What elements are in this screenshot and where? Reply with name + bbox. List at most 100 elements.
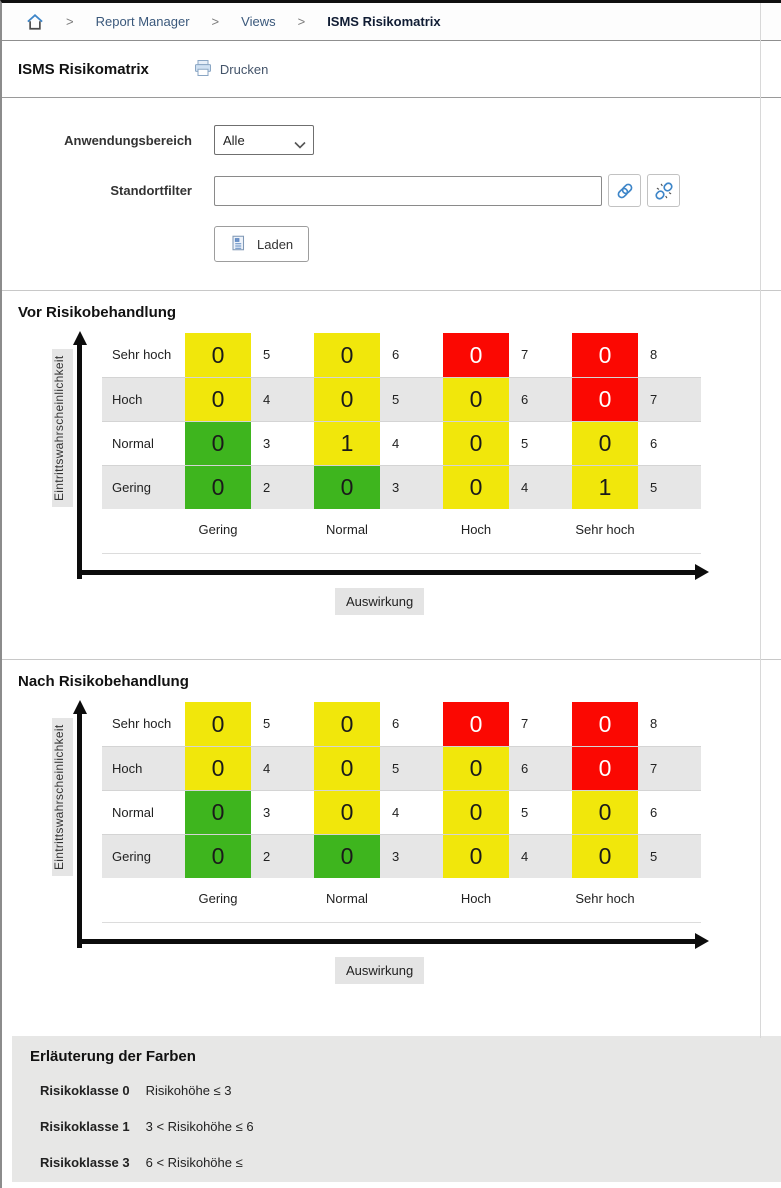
cell-risk-value: 4 <box>263 761 271 776</box>
matrix-row: Sehr hoch 0 5 0 6 0 7 0 8 <box>102 702 701 746</box>
arrow-head <box>695 564 709 580</box>
x-tick-label: Normal <box>326 522 368 537</box>
matrix-grid: Sehr hoch 0 5 0 6 0 7 0 8 Hoch 0 4 0 5 0… <box>102 702 701 923</box>
row-label: Gering <box>112 480 152 495</box>
row-label: Sehr hoch <box>112 347 172 362</box>
matrix-cell: 0 <box>185 835 251 878</box>
matrix-cell: 0 <box>185 791 251 834</box>
breadcrumb-views[interactable]: Views <box>241 14 276 29</box>
tick-spacer <box>102 878 185 920</box>
cell-risk-value: 7 <box>521 716 529 731</box>
scope-select[interactable]: Alle <box>214 125 314 155</box>
legend-class-label: Risikoklasse 3 <box>40 1155 130 1170</box>
matrix-cell: 0 <box>314 702 380 746</box>
matrix-cell: 0 <box>572 702 638 746</box>
matrix-cell: 0 <box>443 333 509 377</box>
legend-title: Erläuterung der Farben <box>30 1048 196 1065</box>
color-legend: Erläuterung der Farben Risikoklasse 0 Ri… <box>12 1036 781 1182</box>
tick-gap <box>509 509 572 551</box>
matrix-cell: 0 <box>443 747 509 790</box>
matrix-cell: 0 <box>443 835 509 878</box>
x-axis-tick-labels: Gering Normal Hoch Sehr hoch <box>102 509 701 551</box>
legend-entry: Risikoklasse 3 6 < Risikohöhe ≤ <box>30 1153 781 1173</box>
x-tick-label: Normal <box>326 891 368 906</box>
chevron-right-icon: > <box>297 14 306 29</box>
scope-label: Anwendungsbereich <box>64 132 192 148</box>
x-tick-label: Hoch <box>460 891 492 906</box>
risk-matrix-vor: Eintrittswahrscheinlichkeit Sehr hoch 0 … <box>18 331 781 615</box>
cell-risk-value: 7 <box>521 347 529 362</box>
tick-gap <box>251 509 314 551</box>
content-right-border <box>760 3 761 1038</box>
matrix-cell: 0 <box>185 333 251 377</box>
matrix-row: Normal 0 3 1 4 0 5 0 6 <box>102 421 701 465</box>
tick-gap <box>638 878 701 920</box>
cell-risk-value: 4 <box>521 480 529 495</box>
matrix-cell: 0 <box>314 466 380 509</box>
cell-risk-value: 6 <box>650 436 658 451</box>
matrix-cell: 0 <box>572 378 638 421</box>
legend-range: Risikohöhe ≤ 3 <box>145 1083 232 1098</box>
matrix-cell: 0 <box>185 702 251 746</box>
matrix-cell: 0 <box>572 333 638 377</box>
breadcrumb: > Report Manager > Views > ISMS Risikoma… <box>2 3 781 41</box>
legend-range: 3 < Risikohöhe ≤ 6 <box>145 1119 254 1134</box>
unlink-button[interactable] <box>647 174 680 207</box>
arrow-up-icon <box>72 331 87 579</box>
legend-entry: Risikoklasse 1 3 < Risikohöhe ≤ 6 <box>30 1117 781 1137</box>
matrix-row: Normal 0 3 0 4 0 5 0 6 <box>102 790 701 834</box>
arrow-shaft <box>77 714 82 948</box>
cell-risk-value: 4 <box>263 392 271 407</box>
matrix-cell: 0 <box>443 702 509 746</box>
tick-gap <box>509 878 572 920</box>
section-title: Vor Risikobehandlung <box>18 304 177 321</box>
cell-risk-value: 8 <box>650 347 658 362</box>
matrix-cell: 0 <box>185 466 251 509</box>
matrix-cell: 0 <box>572 791 638 834</box>
legend-range: 6 < Risikohöhe ≤ <box>145 1155 243 1170</box>
cell-risk-value: 3 <box>263 805 271 820</box>
row-label: Normal <box>112 805 154 820</box>
breadcrumb-report-manager[interactable]: Report Manager <box>95 14 190 29</box>
x-tick-label: Gering <box>198 891 238 906</box>
legend-class-label: Risikoklasse 1 <box>40 1119 130 1134</box>
site-filter-row: Standortfilter <box>2 174 781 207</box>
arrow-head <box>72 331 87 345</box>
cell-risk-value: 3 <box>263 436 271 451</box>
cell-risk-value: 3 <box>392 480 400 495</box>
x-axis-tick-labels: Gering Normal Hoch Sehr hoch <box>102 878 701 920</box>
cell-risk-value: 2 <box>263 480 271 495</box>
site-filter-label: Standortfilter <box>110 183 192 198</box>
load-label: Laden <box>257 236 294 252</box>
cell-risk-value: 2 <box>263 849 271 864</box>
matrix-cell: 0 <box>314 333 380 377</box>
cell-risk-value: 8 <box>650 716 658 731</box>
y-axis-label: Eintrittswahrscheinlichkeit <box>52 718 73 876</box>
titlebar: ISMS Risikomatrix Drucken <box>2 41 781 98</box>
home-icon[interactable] <box>26 13 44 31</box>
table-report-icon <box>230 234 248 255</box>
matrix-cell: 1 <box>314 422 380 465</box>
arrow-head <box>72 700 87 714</box>
tick-gap <box>251 878 314 920</box>
cell-risk-value: 5 <box>263 716 271 731</box>
print-button[interactable]: Drucken <box>193 58 268 81</box>
legend-entry: Risikoklasse 0 Risikohöhe ≤ 3 <box>30 1081 781 1101</box>
matrix-cell: 0 <box>314 835 380 878</box>
chevron-right-icon: > <box>66 14 74 29</box>
matrix-row: Sehr hoch 0 5 0 6 0 7 0 8 <box>102 333 701 377</box>
chevron-right-icon: > <box>211 14 220 29</box>
cell-risk-value: 5 <box>392 761 400 776</box>
x-tick-label: Gering <box>198 522 238 537</box>
link-button[interactable] <box>608 174 641 207</box>
load-button[interactable]: Laden <box>214 226 310 262</box>
cell-risk-value: 3 <box>392 849 400 864</box>
arrow-shaft <box>77 345 82 579</box>
site-filter-input[interactable] <box>214 175 602 206</box>
matrix-cell: 0 <box>185 747 251 790</box>
section-vor-risikobehandlung: Vor Risikobehandlung Eintrittswahrschein… <box>2 291 781 660</box>
arrow-right-icon <box>79 933 709 949</box>
matrix-cell: 0 <box>314 791 380 834</box>
row-label: Normal <box>112 436 154 451</box>
cell-risk-value: 6 <box>392 716 400 731</box>
